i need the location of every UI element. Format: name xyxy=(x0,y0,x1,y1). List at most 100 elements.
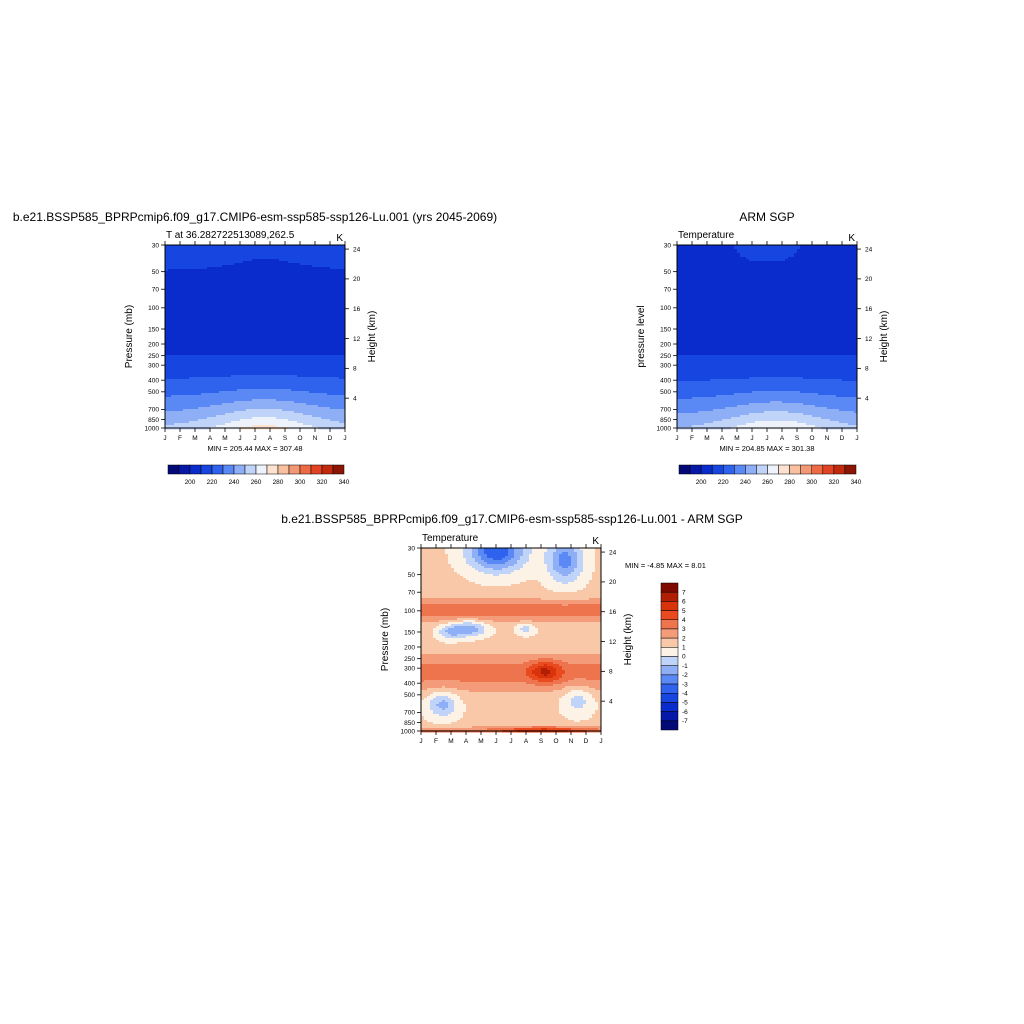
contour-cell xyxy=(189,391,193,394)
contour-cell xyxy=(309,247,313,250)
contour-cell xyxy=(204,257,208,260)
contour-cell xyxy=(243,363,247,366)
contour-cell xyxy=(339,275,343,278)
contour-cell xyxy=(249,367,253,370)
contour-cell xyxy=(240,293,244,296)
contour-cell xyxy=(258,283,262,286)
contour-cell xyxy=(270,273,274,276)
contour-cell xyxy=(204,393,208,396)
contour-cell xyxy=(243,371,247,374)
contour-cell xyxy=(216,277,220,280)
contour-cell xyxy=(291,279,295,282)
contour-cell xyxy=(300,353,304,356)
contour-cell xyxy=(318,343,322,346)
contour-cell xyxy=(189,271,193,274)
contour-cell xyxy=(174,293,178,296)
contour-cell xyxy=(288,393,292,396)
contour-cell xyxy=(165,341,169,344)
contour-cell xyxy=(309,319,313,322)
contour-cell xyxy=(321,261,325,264)
contour-cell xyxy=(330,289,334,292)
contour-cell xyxy=(174,331,178,334)
contour-cell xyxy=(204,379,208,382)
contour-cell xyxy=(225,335,229,338)
contour-cell xyxy=(342,357,346,360)
contour-cell xyxy=(228,277,232,280)
contour-cell xyxy=(213,335,217,338)
contour-cell xyxy=(216,327,220,330)
contour-cell xyxy=(174,339,178,342)
contour-cell xyxy=(324,289,328,292)
contour-cell xyxy=(279,287,283,290)
contour-cell xyxy=(237,321,241,324)
contour-cell xyxy=(273,387,277,390)
contour-cell xyxy=(234,299,238,302)
contour-cell xyxy=(240,323,244,326)
contour-cell xyxy=(267,273,271,276)
contour-cell xyxy=(255,255,259,258)
contour-cell xyxy=(270,395,274,398)
contour-cell xyxy=(225,317,229,320)
contour-cell xyxy=(228,315,232,318)
contour-cell xyxy=(171,371,175,374)
contour-cell xyxy=(330,373,334,376)
contour-cell xyxy=(315,321,319,324)
contour-cell xyxy=(342,289,346,292)
contour-cell xyxy=(240,367,244,370)
contour-cell xyxy=(177,385,181,388)
contour-cell xyxy=(294,375,298,378)
contour-cell xyxy=(165,347,169,350)
contour-cell xyxy=(219,341,223,344)
contour-cell xyxy=(255,347,259,350)
contour-cell xyxy=(210,355,214,358)
contour-cell xyxy=(279,279,283,282)
contour-cell xyxy=(219,279,223,282)
contour-cell xyxy=(321,287,325,290)
contour-cell xyxy=(228,325,232,328)
contour-cell xyxy=(333,251,337,254)
contour-cell xyxy=(297,261,301,264)
contour-cell xyxy=(186,289,190,292)
contour-cell xyxy=(180,251,184,254)
contour-cell xyxy=(303,377,307,380)
contour-cell xyxy=(198,273,202,276)
contour-cell xyxy=(216,367,220,370)
contour-cell xyxy=(240,381,244,384)
contour-cell xyxy=(207,319,211,322)
contour-cell xyxy=(255,351,259,354)
contour-cell xyxy=(285,265,289,268)
contour-cell xyxy=(168,345,172,348)
contour-cell xyxy=(258,297,262,300)
contour-cell xyxy=(234,349,238,352)
contour-cell xyxy=(228,369,232,372)
contour-cell xyxy=(294,391,298,394)
contour-cell xyxy=(174,295,178,298)
contour-cell xyxy=(339,247,343,250)
contour-cell xyxy=(234,261,238,264)
contour-cell xyxy=(273,255,277,258)
contour-cell xyxy=(318,259,322,262)
contour-cell xyxy=(234,389,238,392)
contour-cell xyxy=(174,307,178,310)
contour-cell xyxy=(342,363,346,366)
contour-cell xyxy=(192,369,196,372)
contour-cell xyxy=(186,253,190,256)
contour-cell xyxy=(165,351,169,354)
contour-cell xyxy=(276,387,280,390)
contour-cell xyxy=(321,317,325,320)
contour-cell xyxy=(315,353,319,356)
contour-cell xyxy=(219,377,223,380)
contour-cell xyxy=(210,313,214,316)
contour-cell xyxy=(306,329,310,332)
contour-cell xyxy=(207,249,211,252)
contour-cell xyxy=(243,277,247,280)
contour-cell xyxy=(309,379,313,382)
contour-cell xyxy=(213,291,217,294)
contour-cell xyxy=(279,389,283,392)
contour-cell xyxy=(189,351,193,354)
contour-cell xyxy=(333,343,337,346)
contour-cell xyxy=(186,295,190,298)
contour-cell xyxy=(213,351,217,354)
contour-cell xyxy=(228,317,232,320)
contour-cell xyxy=(309,259,313,262)
